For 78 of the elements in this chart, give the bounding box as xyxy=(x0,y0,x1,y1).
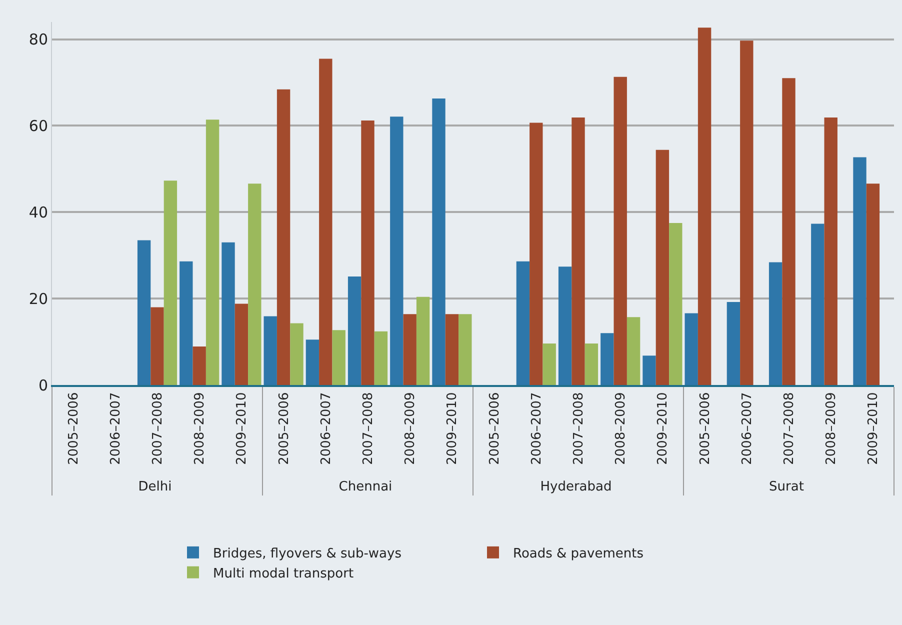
bar xyxy=(348,276,362,385)
bar xyxy=(248,184,262,385)
bar xyxy=(332,330,346,385)
text: Delhi xyxy=(138,479,172,494)
bar xyxy=(432,98,446,385)
text: Chennai xyxy=(338,479,392,494)
x-tick-label: 2005–2006 xyxy=(66,392,82,465)
bar xyxy=(192,346,206,385)
bar xyxy=(458,314,472,385)
bar xyxy=(740,40,754,385)
bar xyxy=(726,302,740,385)
bar xyxy=(530,122,543,385)
x-tick-label: 2005–2006 xyxy=(487,392,502,465)
legend-label: Roads & pavements xyxy=(513,546,644,562)
bar xyxy=(276,89,290,385)
bar xyxy=(614,76,627,385)
bar xyxy=(290,323,304,385)
bar xyxy=(626,317,640,385)
x-tick-label: 2009–2010 xyxy=(656,392,671,465)
x-tick-label: 2009–2010 xyxy=(866,392,882,465)
y-tick-label: 0 xyxy=(38,376,48,394)
x-tick-label: 2006–2007 xyxy=(318,392,334,465)
bar xyxy=(542,344,556,385)
bar xyxy=(180,261,193,385)
text: Hyderabad xyxy=(540,479,612,494)
bar xyxy=(656,150,670,385)
bar xyxy=(558,266,572,385)
bar xyxy=(684,313,698,385)
bar xyxy=(319,58,332,385)
bar xyxy=(642,356,656,385)
x-tick-label: 2006–2007 xyxy=(529,392,544,465)
y-tick-label: 40 xyxy=(28,203,48,222)
bar xyxy=(403,314,416,385)
x-tick-label: 2006–2007 xyxy=(740,392,755,465)
bar xyxy=(306,340,320,385)
bar xyxy=(824,118,838,385)
x-tick-label: 2005–2006 xyxy=(698,392,713,465)
bar xyxy=(853,157,866,385)
bar xyxy=(390,116,404,385)
bar xyxy=(669,222,682,385)
bar xyxy=(584,344,598,385)
x-tick-label: 2008–2009 xyxy=(824,392,840,465)
bar xyxy=(698,28,712,385)
text: Surat xyxy=(769,479,804,494)
bar xyxy=(234,304,248,385)
bar xyxy=(206,120,220,385)
y-tick-label: 20 xyxy=(28,290,48,308)
bar xyxy=(516,261,530,385)
bar xyxy=(811,224,824,385)
bar xyxy=(416,296,430,385)
x-tick-label: 2006–2007 xyxy=(108,392,124,465)
bar xyxy=(600,333,614,385)
bar xyxy=(264,316,277,385)
bar xyxy=(572,118,585,385)
bar xyxy=(374,331,388,385)
x-tick-label: 2007–2008 xyxy=(150,392,166,465)
bar xyxy=(164,180,178,385)
x-tick-label: 2008–2009 xyxy=(192,392,208,465)
bar xyxy=(150,307,164,385)
x-tick-label: 2008–2009 xyxy=(614,392,629,465)
y-tick-label: 60 xyxy=(28,116,48,135)
bar xyxy=(222,242,235,385)
bar xyxy=(866,184,880,385)
bar xyxy=(768,262,782,385)
bar xyxy=(137,240,151,385)
legend-label: Bridges, flyovers & sub-ways xyxy=(213,546,402,562)
y-tick-label: 80 xyxy=(28,30,48,49)
x-tick-label: 2008–2009 xyxy=(403,392,418,465)
legend-label: Multi modal transport xyxy=(213,566,354,582)
bar xyxy=(361,120,374,385)
x-tick-label: 2007–2008 xyxy=(360,392,376,465)
x-tick-label: 2007–2008 xyxy=(782,392,797,465)
x-tick-label: 2009–2010 xyxy=(234,392,250,465)
x-tick-label: 2005–2006 xyxy=(276,392,292,465)
bar xyxy=(445,314,459,385)
x-tick-label: 2007–2008 xyxy=(571,392,586,465)
bar xyxy=(782,78,796,385)
x-tick-label: 2009–2010 xyxy=(445,392,460,465)
